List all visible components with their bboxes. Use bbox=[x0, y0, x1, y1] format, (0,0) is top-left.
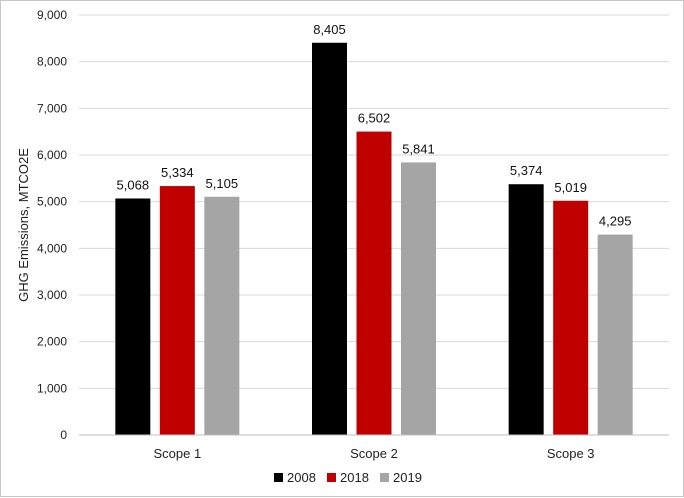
bar bbox=[401, 162, 436, 436]
x-tick-label: Scope 3 bbox=[547, 446, 595, 461]
bar bbox=[312, 42, 347, 436]
data-label: 5,068 bbox=[117, 177, 150, 192]
x-axis: Scope 1 Scope 2 Scope 3 bbox=[79, 434, 669, 461]
y-tick-label: 1,000 bbox=[37, 381, 67, 395]
legend-label: 2019 bbox=[393, 470, 422, 485]
data-label: 5,841 bbox=[402, 141, 435, 156]
data-label: 4,295 bbox=[599, 214, 632, 229]
legend-label: 2018 bbox=[340, 470, 369, 485]
legend-label: 2008 bbox=[287, 470, 316, 485]
data-label: 5,105 bbox=[206, 176, 239, 191]
bar bbox=[597, 234, 633, 435]
y-tick-label: 8,000 bbox=[37, 55, 67, 69]
x-tick-label: Scope 1 bbox=[153, 446, 201, 461]
data-label: 5,334 bbox=[161, 165, 194, 180]
data-labels: 5,068 5,334 5,105 8,405 6,502 5,841 5,374 5,019… bbox=[117, 22, 632, 229]
y-axis: 0 1,000 2,000 3,000 4,000 5,000 6,000 7,000 8,00… bbox=[37, 8, 67, 442]
x-tick-label: Scope 2 bbox=[350, 446, 398, 461]
y-tick-label: 6,000 bbox=[37, 148, 67, 162]
legend-swatch bbox=[327, 473, 336, 482]
bar bbox=[508, 184, 544, 435]
data-label: 5,374 bbox=[510, 163, 543, 178]
y-tick-label: 2,000 bbox=[37, 335, 67, 349]
legend: 2008 2018 2019 bbox=[274, 470, 422, 485]
y-tick-label: 7,000 bbox=[37, 101, 67, 115]
y-axis-title: GHG Emissions, MTCO2E bbox=[16, 148, 31, 302]
y-tick-label: 5,000 bbox=[37, 195, 67, 209]
data-label: 8,405 bbox=[313, 22, 346, 37]
y-tick-label: 0 bbox=[60, 428, 67, 442]
bar bbox=[204, 196, 240, 435]
bar bbox=[553, 200, 589, 435]
bar bbox=[159, 186, 195, 435]
bars bbox=[115, 42, 633, 436]
legend-swatch bbox=[274, 473, 283, 482]
y-tick-label: 4,000 bbox=[37, 241, 67, 255]
y-tick-label: 9,000 bbox=[37, 8, 67, 22]
data-label: 5,019 bbox=[554, 180, 587, 195]
bar bbox=[115, 198, 151, 435]
legend-swatch bbox=[380, 473, 389, 482]
y-tick-label: 3,000 bbox=[37, 288, 67, 302]
bar bbox=[356, 131, 392, 435]
data-label: 6,502 bbox=[358, 111, 391, 126]
